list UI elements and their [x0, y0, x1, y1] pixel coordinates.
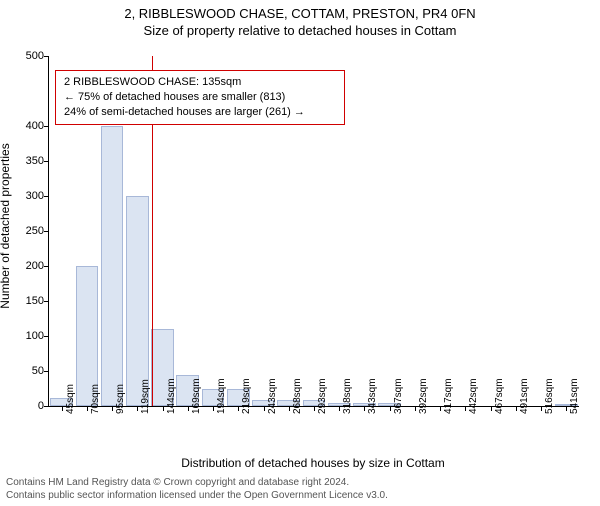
x-tick-label: 70sqm: [90, 384, 101, 414]
x-tick-mark: [264, 406, 265, 411]
y-tick-label: 500: [18, 50, 44, 62]
x-tick-label: 95sqm: [115, 384, 126, 414]
x-tick-mark: [238, 406, 239, 411]
y-tick-label: 200: [18, 260, 44, 272]
footer-attribution: Contains HM Land Registry data © Crown c…: [6, 477, 388, 502]
y-tick-mark: [44, 371, 49, 372]
plot-area: 2 RIBBLESWOOD CHASE: 135sqm ← 75% of det…: [48, 56, 579, 407]
x-tick-label: 194sqm: [216, 378, 227, 414]
x-tick-mark: [364, 406, 365, 411]
x-tick-mark: [566, 406, 567, 411]
y-tick-label: 0: [18, 400, 44, 412]
y-tick-mark: [44, 56, 49, 57]
x-tick-mark: [415, 406, 416, 411]
x-tick-mark: [137, 406, 138, 411]
x-tick-label: 417sqm: [443, 378, 454, 414]
x-tick-label: 392sqm: [418, 378, 429, 414]
x-tick-mark: [213, 406, 214, 411]
chart-container: Number of detached properties 2 RIBBLESW…: [0, 46, 600, 446]
y-tick-mark: [44, 161, 49, 162]
x-tick-label: 442sqm: [468, 378, 479, 414]
footer-line-1: Contains HM Land Registry data © Crown c…: [6, 477, 388, 490]
y-tick-mark: [44, 266, 49, 267]
x-tick-label: 268sqm: [292, 378, 303, 414]
histogram-bar: [126, 196, 149, 406]
x-tick-mark: [465, 406, 466, 411]
y-tick-label: 50: [18, 365, 44, 377]
y-tick-label: 100: [18, 330, 44, 342]
x-tick-mark: [541, 406, 542, 411]
x-tick-mark: [440, 406, 441, 411]
x-tick-label: 219sqm: [241, 378, 252, 414]
x-tick-label: 318sqm: [342, 378, 353, 414]
x-tick-label: 119sqm: [140, 379, 151, 414]
annotation-line-3: 24% of semi-detached houses are larger (…: [64, 105, 336, 120]
y-tick-mark: [44, 406, 49, 407]
x-tick-mark: [163, 406, 164, 411]
x-tick-mark: [339, 406, 340, 411]
x-tick-label: 144sqm: [166, 378, 177, 414]
x-tick-label: 467sqm: [494, 378, 505, 414]
x-tick-mark: [87, 406, 88, 411]
x-tick-mark: [491, 406, 492, 411]
y-tick-mark: [44, 231, 49, 232]
y-tick-mark: [44, 126, 49, 127]
y-tick-mark: [44, 196, 49, 197]
y-tick-label: 300: [18, 190, 44, 202]
x-tick-label: 516sqm: [544, 378, 555, 414]
x-tick-mark: [390, 406, 391, 411]
page-title-address: 2, RIBBLESWOOD CHASE, COTTAM, PRESTON, P…: [0, 6, 600, 21]
y-tick-mark: [44, 301, 49, 302]
x-tick-label: 169sqm: [191, 378, 202, 414]
y-tick-label: 250: [18, 225, 44, 237]
y-tick-label: 350: [18, 155, 44, 167]
x-tick-mark: [289, 406, 290, 411]
annotation-box: 2 RIBBLESWOOD CHASE: 135sqm ← 75% of det…: [55, 70, 345, 125]
x-tick-label: 541sqm: [569, 378, 580, 414]
x-tick-label: 343sqm: [367, 378, 378, 414]
x-tick-mark: [314, 406, 315, 411]
x-tick-label: 45sqm: [65, 384, 76, 414]
page-subtitle: Size of property relative to detached ho…: [0, 23, 600, 38]
y-tick-label: 150: [18, 295, 44, 307]
x-tick-mark: [188, 406, 189, 411]
x-tick-mark: [62, 406, 63, 411]
x-tick-label: 243sqm: [267, 378, 278, 414]
x-tick-mark: [112, 406, 113, 411]
histogram-bar: [101, 126, 124, 406]
footer-line-2: Contains public sector information licen…: [6, 490, 388, 503]
annotation-line-2: ← 75% of detached houses are smaller (81…: [64, 90, 336, 105]
x-tick-label: 367sqm: [393, 378, 404, 414]
x-tick-mark: [516, 406, 517, 411]
y-axis-label: Number of detached properties: [0, 143, 12, 308]
x-tick-label: 491sqm: [519, 378, 530, 414]
y-tick-label: 400: [18, 120, 44, 132]
x-axis-caption: Distribution of detached houses by size …: [48, 456, 578, 470]
annotation-line-1: 2 RIBBLESWOOD CHASE: 135sqm: [64, 75, 336, 90]
x-tick-label: 293sqm: [317, 378, 328, 414]
y-tick-mark: [44, 336, 49, 337]
